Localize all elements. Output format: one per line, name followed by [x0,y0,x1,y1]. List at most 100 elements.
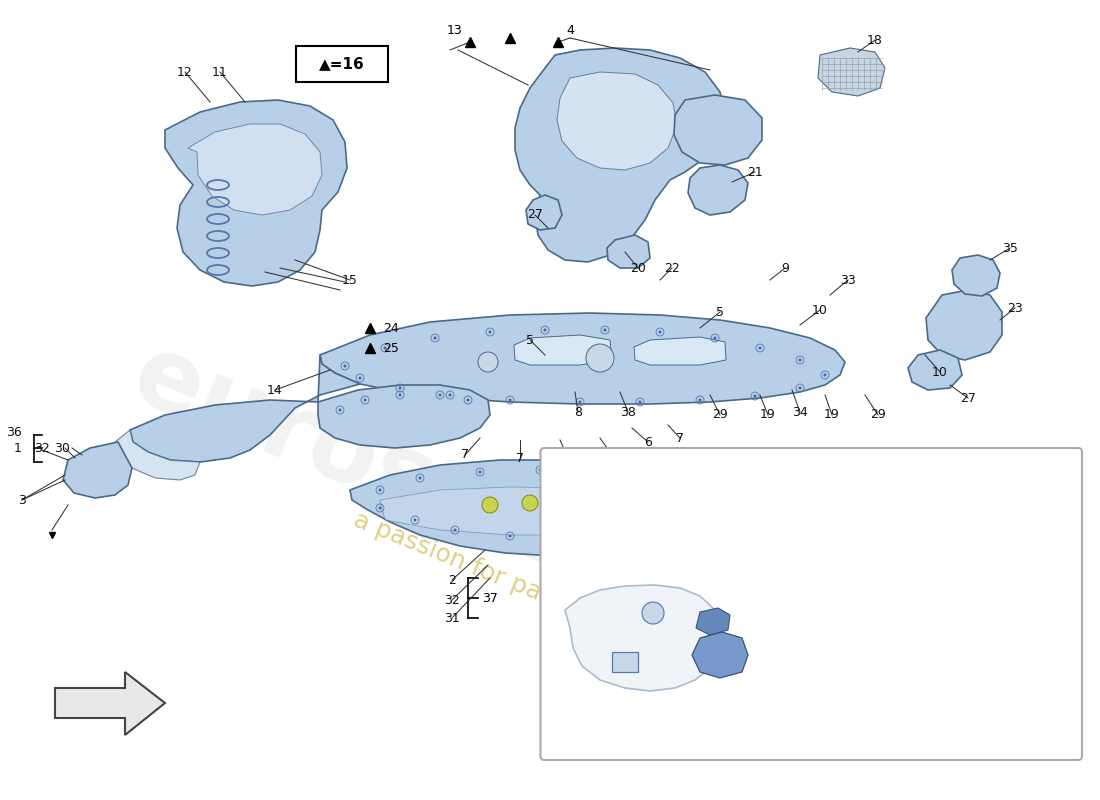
Text: 11: 11 [212,66,228,78]
Text: 8: 8 [574,406,582,418]
Polygon shape [634,337,726,365]
Polygon shape [350,460,700,556]
Circle shape [414,518,417,522]
Text: 24: 24 [383,322,398,334]
Polygon shape [565,585,720,691]
Circle shape [543,329,547,331]
Text: 26: 26 [788,635,803,649]
Text: 14: 14 [267,383,283,397]
Text: 21: 21 [747,166,763,178]
Text: eurospares: eurospares [119,326,741,654]
Circle shape [378,506,382,510]
Text: 7: 7 [516,451,524,465]
Circle shape [698,398,702,402]
Circle shape [628,534,631,537]
Circle shape [478,352,498,372]
Circle shape [799,358,802,362]
Text: 35: 35 [1002,242,1018,254]
Polygon shape [674,95,762,165]
Text: 10: 10 [932,366,948,378]
Text: 7: 7 [564,451,572,465]
FancyBboxPatch shape [540,448,1082,760]
Circle shape [638,401,641,403]
Circle shape [598,470,602,474]
Circle shape [562,497,578,513]
Polygon shape [130,355,360,462]
Polygon shape [557,72,676,170]
Circle shape [522,495,538,511]
Circle shape [649,477,651,479]
Text: 13: 13 [447,23,463,37]
Text: 3: 3 [18,494,26,506]
Circle shape [453,529,456,531]
Text: 38: 38 [620,406,636,418]
Polygon shape [526,195,562,230]
Polygon shape [515,48,725,262]
Text: 27: 27 [960,391,976,405]
Text: 1: 1 [14,442,22,454]
Circle shape [714,337,716,339]
Circle shape [488,330,492,334]
Circle shape [418,477,421,479]
Polygon shape [116,430,200,480]
Polygon shape [818,48,886,96]
Polygon shape [165,100,346,286]
Circle shape [569,537,572,539]
Text: 23: 23 [1008,302,1023,314]
Text: 6: 6 [645,435,652,449]
Text: 34: 34 [792,406,807,418]
Polygon shape [908,350,962,390]
Text: 12: 12 [177,66,192,78]
Circle shape [439,394,441,397]
Text: 32: 32 [444,594,460,606]
Text: 32: 32 [34,442,50,454]
Circle shape [378,489,382,491]
Circle shape [579,401,582,403]
Circle shape [508,398,512,402]
Text: 4: 4 [566,23,574,37]
Text: 20: 20 [630,262,646,274]
Circle shape [398,394,402,397]
Polygon shape [55,672,165,735]
Polygon shape [688,165,748,215]
Polygon shape [514,335,612,365]
Polygon shape [379,487,675,535]
Circle shape [398,386,402,390]
Circle shape [824,374,826,377]
Circle shape [359,377,362,379]
Polygon shape [318,385,490,448]
Text: 29: 29 [870,409,886,422]
Circle shape [659,330,661,334]
Polygon shape [696,608,730,635]
Polygon shape [188,124,322,215]
Text: ▲=16: ▲=16 [319,57,365,71]
Text: a passion for parts since 1965: a passion for parts since 1965 [350,508,710,672]
Circle shape [466,398,470,402]
Text: 18: 18 [867,34,883,46]
Text: 7: 7 [608,449,616,462]
Text: 2: 2 [448,574,455,586]
Circle shape [539,469,541,471]
FancyBboxPatch shape [296,46,388,82]
Text: 19: 19 [824,409,840,422]
Text: 25: 25 [383,342,399,354]
Circle shape [508,534,512,538]
Circle shape [759,346,761,350]
Text: 37: 37 [482,591,498,605]
Polygon shape [692,632,748,678]
Circle shape [642,602,664,624]
Polygon shape [952,255,1000,296]
Circle shape [482,497,498,513]
Text: 15: 15 [342,274,358,286]
Circle shape [343,365,346,367]
Text: 9: 9 [781,262,789,274]
Circle shape [604,329,606,331]
Text: 19: 19 [760,409,775,422]
Circle shape [586,344,614,372]
Text: 10: 10 [812,303,828,317]
Text: 27: 27 [527,209,543,222]
Text: 28: 28 [788,609,803,622]
Circle shape [363,398,366,402]
Text: 7: 7 [676,431,684,445]
Text: 30: 30 [54,442,70,454]
